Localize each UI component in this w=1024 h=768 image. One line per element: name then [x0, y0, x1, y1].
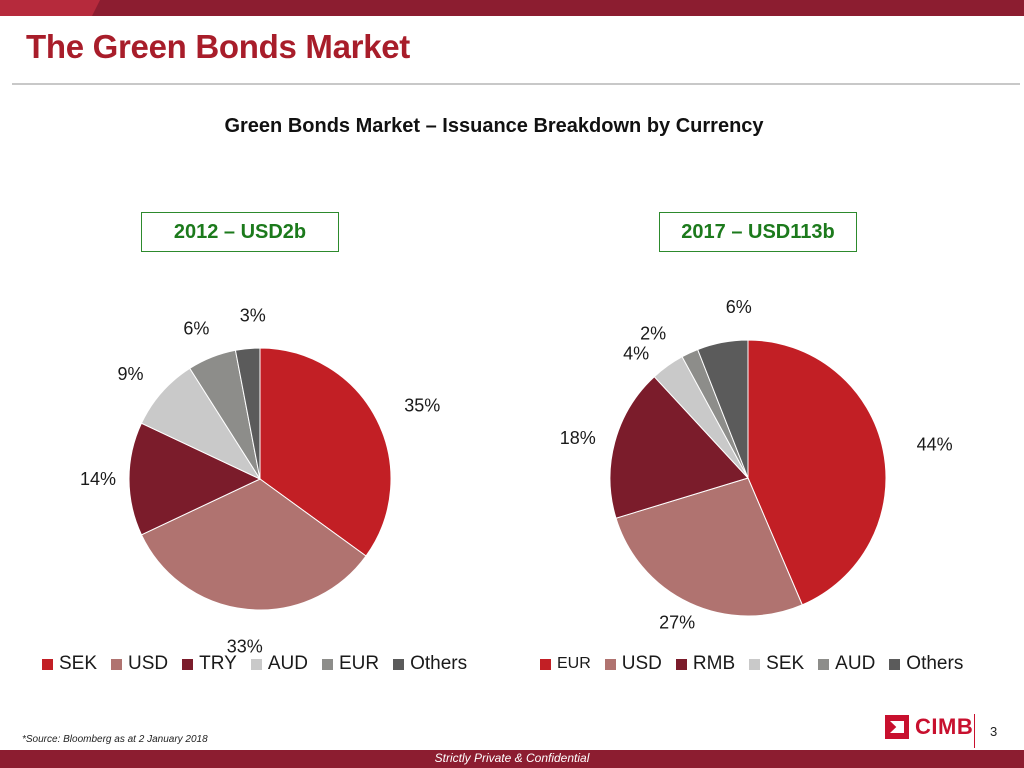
- pie-slice-2012-try: [128, 422, 262, 536]
- chart-subtitle: Green Bonds Market – Issuance Breakdown …: [224, 115, 764, 137]
- legend-label: EUR: [557, 655, 591, 672]
- legend-label: RMB: [692, 653, 736, 674]
- data-label-2017-rmb: 18%: [560, 428, 596, 448]
- cimb-logo-text: CIMB: [915, 714, 974, 739]
- legend-label: AUD: [267, 653, 308, 674]
- legend-swatch: [818, 658, 830, 670]
- chart-title-2017: 2017 – USD113b: [659, 212, 857, 252]
- legend-item: EUR: [540, 655, 591, 673]
- legend-swatch: [675, 658, 687, 670]
- chart-title-2012: 2012 – USD2b: [141, 212, 339, 252]
- logo-separator: [974, 714, 975, 748]
- pie-slice-2017-rmb: [609, 375, 749, 519]
- legend-item: AUD: [818, 653, 875, 675]
- data-label-2012-eur: 6%: [183, 318, 209, 338]
- legend-label: Others: [410, 653, 468, 674]
- legend-item: Others: [393, 653, 467, 675]
- legend-label: AUD: [835, 653, 876, 674]
- legend-label: USD: [621, 653, 662, 674]
- legend-swatch: [749, 658, 761, 670]
- legend-swatch: [182, 658, 194, 670]
- source-note: *Source: Bloomberg as at 2 January 2018: [22, 734, 208, 745]
- legend-swatch: [250, 658, 262, 670]
- page-number: 3: [990, 724, 998, 739]
- legend-label: SEK: [766, 653, 805, 674]
- legend-label: SEK: [59, 653, 98, 674]
- footer-bar: [0, 750, 1024, 768]
- data-label-2012-try: 14%: [80, 469, 116, 489]
- top-header-bar: [0, 0, 1024, 16]
- legend-item: SEK: [749, 653, 804, 675]
- legend-item: Others: [889, 653, 963, 675]
- page-title: The Green Bonds Market: [26, 28, 410, 65]
- data-label-2012-sek: 35%: [404, 396, 440, 416]
- legend-swatch: [111, 658, 123, 670]
- data-label-2017-usd: 27%: [659, 612, 695, 632]
- legend-swatch: [889, 658, 901, 670]
- data-label-2012-aud: 9%: [117, 364, 143, 384]
- legend-item: TRY: [182, 653, 237, 675]
- cimb-logo: CIMB: [885, 714, 973, 740]
- pie-slice-2012-usd: [140, 478, 367, 611]
- legend-label: EUR: [338, 653, 380, 674]
- data-label-2017-sek: 4%: [623, 344, 649, 364]
- legend-2012: SEK USD TRY AUD EUR Others: [42, 652, 481, 676]
- legend-swatch: [540, 658, 551, 670]
- data-label-2017-others: 6%: [726, 297, 752, 317]
- legend-2017: EUR USD RMB SEK AUD Others: [540, 652, 977, 676]
- confidential-footer: Strictly Private & Confidential: [434, 751, 590, 765]
- pie-slice-2017-usd: [615, 477, 803, 617]
- pie-slice-2017-others: [697, 339, 749, 479]
- legend-item: EUR: [321, 653, 380, 675]
- pie-slice-2017-eur: [747, 339, 887, 606]
- legend-swatch: [393, 658, 405, 670]
- legend-item: SEK: [42, 653, 97, 675]
- legend-label: TRY: [199, 653, 237, 674]
- title-divider: [12, 83, 1020, 85]
- legend-swatch: [42, 658, 53, 670]
- pie-slice-2012-sek: [259, 347, 392, 557]
- legend-swatch: [604, 658, 616, 670]
- top-header-tab: [0, 0, 100, 16]
- data-label-2012-others: 3%: [240, 306, 266, 326]
- pie-slice-2012-others: [234, 347, 261, 480]
- cimb-logo-icon: [885, 715, 909, 739]
- data-label-2017-aud: 2%: [640, 324, 666, 344]
- legend-label: Others: [906, 653, 964, 674]
- data-label-2012-usd: 33%: [227, 636, 263, 656]
- legend-item: USD: [111, 653, 168, 675]
- legend-swatch: [321, 658, 333, 670]
- legend-item: USD: [604, 653, 662, 675]
- legend-label: USD: [128, 653, 169, 674]
- legend-item: AUD: [250, 653, 308, 675]
- legend-item: RMB: [675, 653, 736, 675]
- data-label-2017-eur: 44%: [917, 434, 953, 454]
